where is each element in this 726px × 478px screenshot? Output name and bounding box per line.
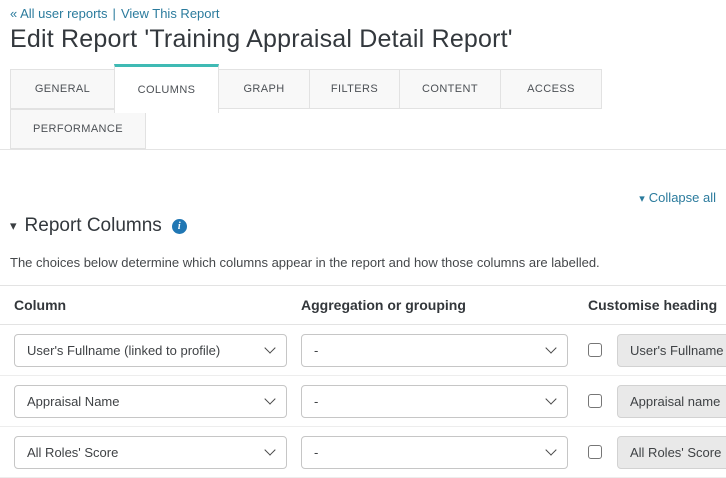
report-columns-section-header: ▾ Report Columns i <box>10 215 726 237</box>
table-row: User's Fullname (linked to profile) - <box>0 325 726 376</box>
columns-table: Column Aggregation or grouping Customise… <box>0 285 726 478</box>
column-select[interactable]: All Roles' Score <box>14 435 287 469</box>
chevron-down-icon <box>264 393 276 405</box>
customise-heading-checkbox[interactable] <box>588 445 602 459</box>
aggregation-select-value: - <box>314 342 319 358</box>
aggregation-select[interactable]: - <box>301 333 568 367</box>
column-header-customise: Customise heading <box>588 297 718 313</box>
tab-content[interactable]: CONTENT <box>399 69 501 109</box>
tab-performance[interactable]: PERFORMANCE <box>10 109 146 149</box>
all-user-reports-link[interactable]: « All user reports <box>10 6 108 21</box>
column-select[interactable]: Appraisal Name <box>14 384 287 418</box>
tab-general[interactable]: GENERAL <box>10 69 115 109</box>
tab-row-2: PERFORMANCE <box>0 109 726 150</box>
caret-down-icon: ▾ <box>639 193 645 205</box>
tab-filters[interactable]: FILTERS <box>309 69 400 109</box>
view-this-report-link[interactable]: View This Report <box>120 6 220 21</box>
tab-bar: GENERAL COLUMNS GRAPH FILTERS CONTENT AC… <box>0 64 726 150</box>
customise-heading-input <box>617 333 726 367</box>
tab-columns[interactable]: COLUMNS <box>114 64 219 113</box>
page-title: Edit Report 'Training Appraisal Detail R… <box>10 25 513 53</box>
chevron-down-icon <box>545 444 557 456</box>
customise-heading-checkbox[interactable] <box>588 394 602 408</box>
chevron-down-icon <box>545 342 557 354</box>
collapse-all-row: ▾ Collapse all <box>0 190 726 205</box>
tab-row-1: GENERAL COLUMNS GRAPH FILTERS CONTENT AC… <box>0 64 726 113</box>
info-icon[interactable]: i <box>171 218 187 234</box>
chevron-down-icon <box>545 393 557 405</box>
customise-heading-input <box>617 435 726 469</box>
aggregation-select-value: - <box>314 393 319 409</box>
aggregation-select[interactable]: - <box>301 384 568 418</box>
column-header-aggregation: Aggregation or grouping <box>301 297 466 313</box>
column-select-value: All Roles' Score <box>27 444 119 460</box>
section-title: Report Columns <box>24 215 162 236</box>
section-collapse-icon[interactable]: ▾ <box>10 218 17 233</box>
column-select-value: Appraisal Name <box>27 393 120 409</box>
customise-heading-checkbox[interactable] <box>588 343 602 357</box>
table-row: Appraisal Name - <box>0 376 726 427</box>
table-row: All Roles' Score - <box>0 427 726 478</box>
collapse-all-link[interactable]: ▾ Collapse all <box>639 190 716 205</box>
section-description: The choices below determine which column… <box>10 255 600 270</box>
tab-graph[interactable]: GRAPH <box>218 69 310 109</box>
column-header-column: Column <box>14 297 67 313</box>
aggregation-select[interactable]: - <box>301 435 568 469</box>
table-header-row: Column Aggregation or grouping Customise… <box>0 286 726 325</box>
chevron-down-icon <box>264 342 276 354</box>
breadcrumb: « All user reports | View This Report <box>10 6 726 21</box>
chevron-down-icon <box>264 444 276 456</box>
column-select-value: User's Fullname (linked to profile) <box>27 342 221 358</box>
collapse-all-label: Collapse all <box>648 190 716 205</box>
breadcrumb-separator: | <box>112 6 116 21</box>
aggregation-select-value: - <box>314 444 319 460</box>
tab-access[interactable]: ACCESS <box>500 69 602 109</box>
column-select[interactable]: User's Fullname (linked to profile) <box>14 333 287 367</box>
customise-heading-input <box>617 384 726 418</box>
